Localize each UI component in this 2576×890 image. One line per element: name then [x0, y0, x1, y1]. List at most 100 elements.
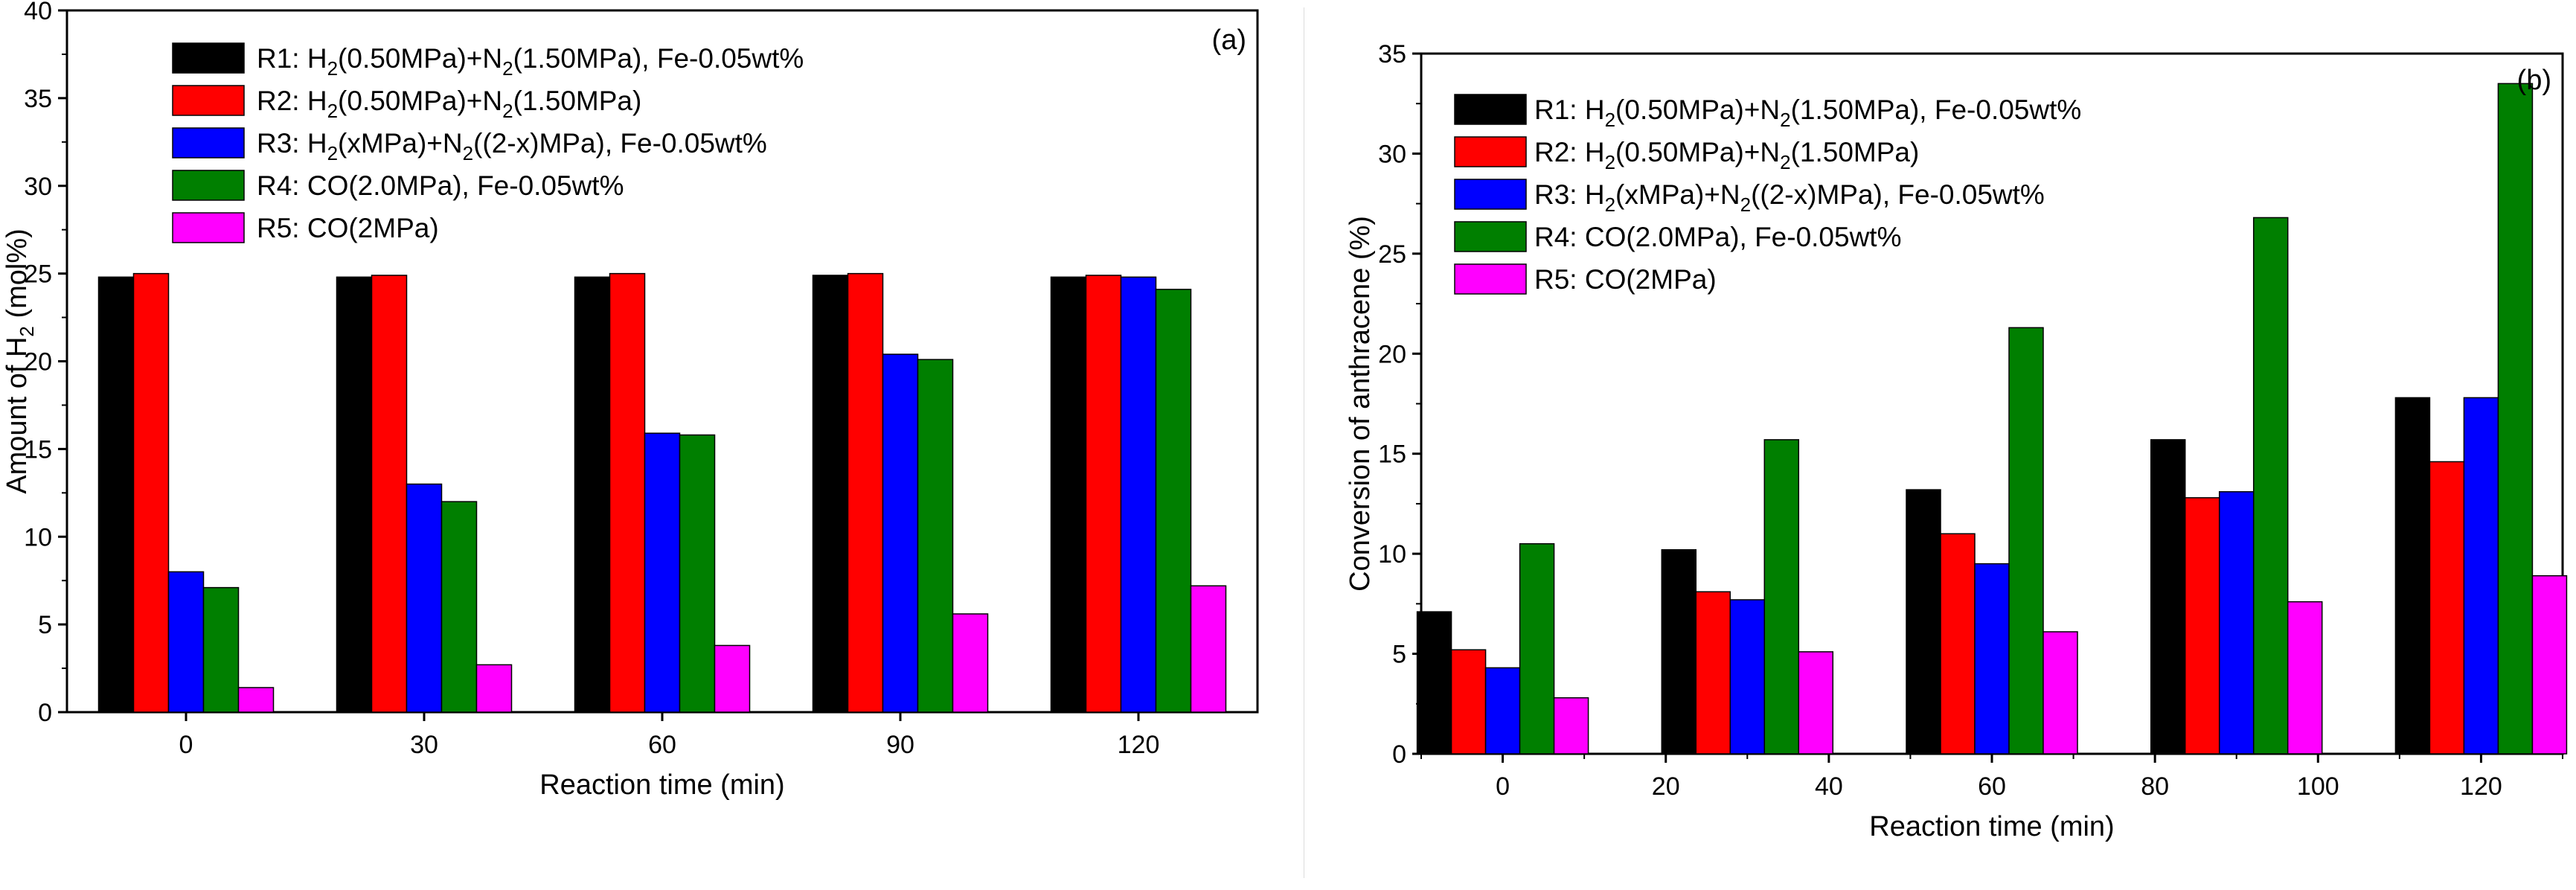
legend-swatch-r3 — [172, 127, 245, 159]
bar-b-r5 — [1553, 697, 1589, 755]
legend-label-r5: R5: CO(2MPa) — [257, 213, 439, 243]
legend-swatch-r4 — [172, 170, 245, 201]
legend-label-r1: R1: H2(0.50MPa)+N2(1.50MPa), Fe-0.05wt% — [257, 43, 804, 80]
x-tick-label-b: 80 — [2141, 772, 2169, 801]
legend-swatch-r1 — [1454, 94, 1527, 125]
chart-panel-a: 0 5 10 15 20 25 30 35 40 0 30 60 90 120 Reaction time … — [0, 0, 1278, 886]
bar-b-r1 — [2150, 439, 2186, 755]
chart-b-svg: 0 5 10 15 20 25 30 35 0 20 40 60 80 100 120 Reaction ti… — [1345, 40, 2568, 842]
bar-a-r4 — [1155, 289, 1192, 713]
bar-b-r4 — [2252, 217, 2289, 755]
bar-b-r3 — [1484, 667, 1521, 755]
bar-a-r2 — [132, 272, 170, 713]
y-tick-label-b: 10 — [1378, 540, 1406, 569]
legend-label-r2: R2: H2(0.50MPa)+N2(1.50MPa) — [1534, 137, 1919, 173]
x-axis-title-b: Reaction time (min) — [1869, 811, 2114, 842]
bar-b-r1 — [2394, 397, 2431, 755]
bar-b-r5 — [2042, 631, 2078, 755]
bar-a-r2 — [371, 275, 408, 713]
bar-a-r5 — [1190, 585, 1227, 713]
bar-a-r3 — [1120, 276, 1157, 713]
bar-b-r4 — [1519, 542, 1555, 755]
y-tick-label-b: 30 — [1378, 140, 1406, 168]
bar-a-r3 — [644, 432, 681, 713]
legend-swatch-r2 — [172, 85, 245, 116]
x-tick-label-b: 60 — [1978, 772, 2006, 801]
y-tick-label-a: 25 — [24, 260, 52, 289]
x-tick-label-b: 0 — [1496, 772, 1510, 801]
legend-label-r1: R1: H2(0.50MPa)+N2(1.50MPa), Fe-0.05wt% — [1534, 95, 2081, 131]
y-tick-label-a: 40 — [24, 0, 52, 25]
bar-b-r3 — [1729, 599, 1766, 755]
bar-a-r1 — [574, 276, 611, 713]
y-tick-label-b: 15 — [1378, 441, 1406, 469]
bar-a-r4 — [440, 501, 478, 713]
panel-label-b: (b) — [2517, 65, 2551, 96]
bar-b-r5 — [2531, 574, 2568, 755]
chart-a-svg: 0 5 10 15 20 25 30 35 40 0 30 60 90 120 Reaction time … — [1, 0, 1259, 801]
legend-swatch-r1 — [172, 42, 245, 74]
x-tick-label-b: 120 — [2460, 772, 2502, 801]
y-tick-label-a: 5 — [38, 611, 52, 639]
bar-b-r4 — [2008, 327, 2044, 755]
x-tick-label-a: 60 — [648, 731, 676, 759]
panel-label-a: (a) — [1212, 25, 1246, 56]
bar-a-r4 — [917, 359, 954, 713]
x-tick-label-a: 30 — [410, 731, 438, 759]
bar-b-r1 — [1906, 489, 1941, 755]
x-tick-label-b: 40 — [1815, 772, 1843, 801]
y-tick-label-a: 30 — [24, 173, 52, 201]
legend-label-r4: R4: CO(2.0MPa), Fe-0.05wt% — [257, 170, 624, 201]
x-axis-title-a: Reaction time (min) — [539, 769, 784, 801]
legend-swatch-r5 — [1454, 263, 1527, 295]
y-tick-label-a: 15 — [24, 435, 52, 464]
bar-a-r5 — [952, 613, 989, 713]
bar-b-r1 — [1416, 611, 1452, 755]
y-tick-label-a: 10 — [24, 523, 52, 551]
legend-swatch-r2 — [1454, 136, 1527, 167]
bar-b-r3 — [2463, 397, 2499, 755]
x-tick-label-b: 20 — [1652, 772, 1680, 801]
y-tick-label-b: 5 — [1392, 641, 1406, 669]
bar-b-r4 — [1763, 439, 1800, 755]
legend-label-r2: R2: H2(0.50MPa)+N2(1.50MPa) — [257, 86, 641, 122]
bar-a-r5 — [714, 644, 751, 713]
legend-label-r4: R4: CO(2.0MPa), Fe-0.05wt% — [1534, 222, 1901, 252]
legend-swatch-r3 — [1454, 179, 1527, 210]
bar-b-r4 — [2497, 83, 2534, 755]
bar-a-r2 — [1085, 275, 1122, 713]
bar-a-r3 — [406, 483, 443, 713]
bar-a-r3 — [167, 571, 205, 713]
bar-a-r1 — [97, 276, 135, 713]
legend-swatch-r4 — [1454, 221, 1527, 252]
bar-b-r5 — [1798, 651, 1834, 755]
x-tick-label-a: 120 — [1118, 731, 1160, 759]
bar-b-r3 — [2218, 491, 2255, 755]
bar-b-r5 — [2287, 601, 2323, 755]
chart-panel-b: 0 5 10 15 20 25 30 35 0 20 40 60 80 100 120 Reaction ti… — [1332, 0, 2576, 886]
bar-a-r1 — [1050, 276, 1087, 713]
y-tick-label-b: 25 — [1378, 240, 1406, 269]
x-tick-label-a: 0 — [179, 731, 193, 759]
y-tick-label-a: 35 — [24, 85, 52, 113]
y-axis-title-a: Amount of H2 (mol%) — [1, 228, 38, 494]
legend-swatch-r5 — [172, 212, 245, 243]
legend-label-r3: R3: H2(xMPa)+N2((2-x)MPa), Fe-0.05wt% — [257, 128, 767, 164]
bar-b-r2 — [1695, 591, 1731, 755]
x-tick-label-a: 90 — [886, 731, 914, 759]
bar-a-r4 — [679, 434, 716, 713]
bar-b-r2 — [1450, 649, 1487, 755]
bar-a-r2 — [609, 272, 646, 713]
legend-label-r5: R5: CO(2MPa) — [1534, 264, 1717, 295]
y-tick-label-b: 20 — [1378, 340, 1406, 368]
y-tick-label-b: 35 — [1378, 40, 1406, 68]
bar-b-r2 — [2429, 461, 2465, 755]
y-axis-title-b: Conversion of anthracene (%) — [1345, 216, 1376, 592]
bar-a-r2 — [847, 272, 884, 713]
legend-label-r3: R3: H2(xMPa)+N2((2-x)MPa), Fe-0.05wt% — [1534, 179, 2045, 216]
bar-a-r5 — [475, 664, 513, 713]
bar-b-r2 — [1940, 533, 1976, 755]
bar-a-r1 — [336, 276, 373, 713]
bar-b-r1 — [1661, 549, 1697, 755]
bar-a-r5 — [237, 687, 275, 713]
